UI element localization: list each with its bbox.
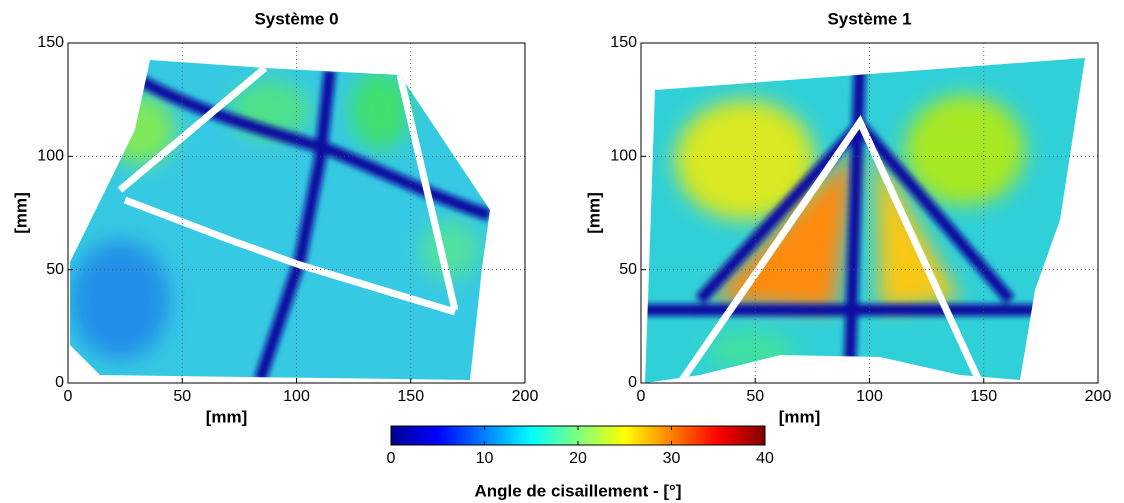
y-tick-label: 150 [37,34,64,51]
x-tick-label: 0 [637,388,646,405]
x-tick-label: 150 [397,388,424,405]
x-tick-label: 150 [970,388,997,405]
x-tick-label: 100 [856,388,883,405]
colorbar-tick-label: 0 [387,450,396,467]
x-tick-label: 50 [746,388,764,405]
x-axis-label: [mm] [206,407,248,426]
y-axis-label: [mm] [584,192,603,234]
y-tick-label: 50 [619,261,637,278]
y-tick-label: 150 [610,34,637,51]
axes-frame [640,42,1099,384]
colorbar-label: Angle de cisaillement - [°] [474,481,681,500]
axes-frame [67,42,526,384]
x-tick-label: 50 [173,388,191,405]
colorbar-tick-label: 30 [663,450,681,467]
x-tick-label: 200 [512,388,539,405]
chart-title: Système 1 [827,9,911,28]
x-tick-label: 0 [64,388,73,405]
y-tick-label: 100 [37,148,64,165]
y-tick-label: 0 [628,374,637,391]
x-axis-label: [mm] [779,407,821,426]
field-0 [70,60,490,380]
field-1 [645,58,1085,383]
colorbar-tick-label: 10 [476,450,494,467]
chart-title: Système 0 [254,9,338,28]
y-tick-label: 100 [610,148,637,165]
colorbar-tick-label: 20 [569,450,587,467]
y-tick-label: 0 [55,374,64,391]
y-tick-label: 50 [46,261,64,278]
x-tick-label: 100 [283,388,310,405]
colorbar-tick-label: 40 [756,450,774,467]
x-tick-label: 200 [1085,388,1112,405]
y-axis-label: [mm] [11,192,30,234]
